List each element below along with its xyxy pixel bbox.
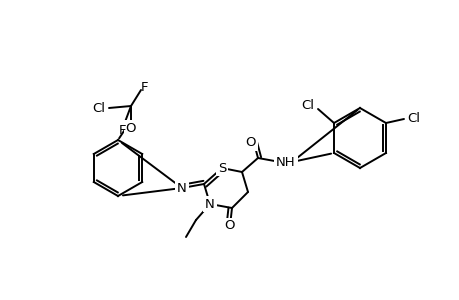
Text: Cl: Cl <box>92 101 105 115</box>
Text: F: F <box>119 124 127 136</box>
Text: O: O <box>224 220 235 232</box>
Text: Cl: Cl <box>407 112 420 125</box>
Text: N: N <box>205 197 214 211</box>
Text: O: O <box>125 122 136 134</box>
Text: O: O <box>245 136 256 149</box>
Text: N: N <box>177 182 186 194</box>
Text: Cl: Cl <box>301 98 314 112</box>
Text: S: S <box>218 161 226 175</box>
Text: F: F <box>141 80 148 94</box>
Text: NH: NH <box>275 155 295 169</box>
